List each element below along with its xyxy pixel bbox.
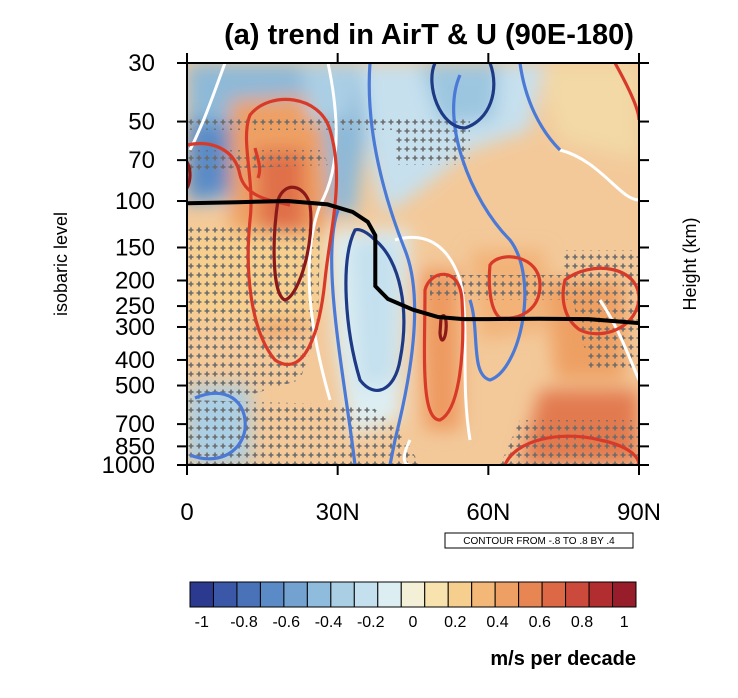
colorbar-swatch <box>424 581 449 608</box>
colorbar-tick-label: 1 <box>620 614 629 631</box>
y-tick-label: 400 <box>115 347 155 374</box>
y-tick-label: 200 <box>115 267 155 294</box>
colorbar-tick-label: 0.2 <box>444 614 466 631</box>
colorbar-swatch <box>612 581 637 608</box>
y-tick-label: 150 <box>115 235 155 262</box>
colorbar-swatch <box>518 581 543 608</box>
colorbar-swatch <box>353 581 379 608</box>
y-tick-label: 500 <box>115 373 155 400</box>
y-tick-label: 300 <box>115 314 155 341</box>
colorbar-swatch <box>236 581 261 608</box>
contour-note: CONTOUR FROM -.8 TO .8 BY .4 <box>463 536 615 547</box>
colorbar-swatch <box>189 581 214 608</box>
contour-note-box <box>444 532 634 549</box>
colorbar-swatch <box>447 581 473 608</box>
colorbar-swatch <box>306 581 332 608</box>
x-tick-label: 30N <box>316 499 360 526</box>
colorbar: -1 -0.8 -0.6 -0.4 -0.2 0 0.2 0.4 0.6 0.8 1 <box>189 581 637 631</box>
x-tick-label: 0 <box>180 499 193 526</box>
chart-title: (a) trend in AirT & U (90E-180) <box>224 19 634 51</box>
x-tick-label: 90N <box>617 499 661 526</box>
colorbar-tick-label: -0.4 <box>315 614 343 631</box>
y-tick-label: 50 <box>128 109 155 136</box>
colorbar-swatch <box>471 581 496 608</box>
y-tick-label: 1000 <box>102 452 155 479</box>
colorbar-swatch <box>212 581 238 608</box>
colorbar-units: m/s per decade <box>490 648 636 670</box>
colorbar-tick-label: 0 <box>409 614 418 631</box>
colorbar-tick-label: -0.2 <box>357 614 385 631</box>
colorbar-swatch <box>259 581 285 608</box>
y-axis-label-right: Height (km) <box>680 217 700 310</box>
y-tick-label: 100 <box>115 188 155 215</box>
negative-contours <box>189 63 562 465</box>
colorbar-swatch <box>400 581 426 608</box>
colorbar-swatch <box>565 581 590 608</box>
y-axis-label: isobaric level <box>51 212 71 316</box>
y-tick-label: 70 <box>128 147 155 174</box>
colorbar-tick-label: 0.8 <box>571 614 593 631</box>
colorbar-swatch <box>588 581 614 608</box>
colorbar-swatch <box>330 581 355 608</box>
tropopause-line <box>187 198 639 326</box>
y-tick-label: 700 <box>115 411 155 438</box>
plot-frame <box>186 62 640 466</box>
colorbar-swatch <box>541 581 567 608</box>
colorbar-tick-label: -0.6 <box>272 614 300 631</box>
colorbar-tick-label: -1 <box>195 614 209 631</box>
colorbar-tick-label: 0.4 <box>486 614 508 631</box>
x-axis: 0 30N 60N 90N <box>180 53 661 526</box>
colorbar-swatch <box>377 581 402 608</box>
x-tick-label: 60N <box>466 499 510 526</box>
colorbar-tick-label: 0.6 <box>529 614 551 631</box>
y-tick-label: 850 <box>115 433 155 460</box>
y-tick-label: 30 <box>128 50 155 77</box>
y-tick-label: 250 <box>115 293 155 320</box>
colorbar-swatch <box>494 581 520 608</box>
colorbar-tick-label: -0.8 <box>230 614 258 631</box>
colorbar-swatch <box>283 581 308 608</box>
